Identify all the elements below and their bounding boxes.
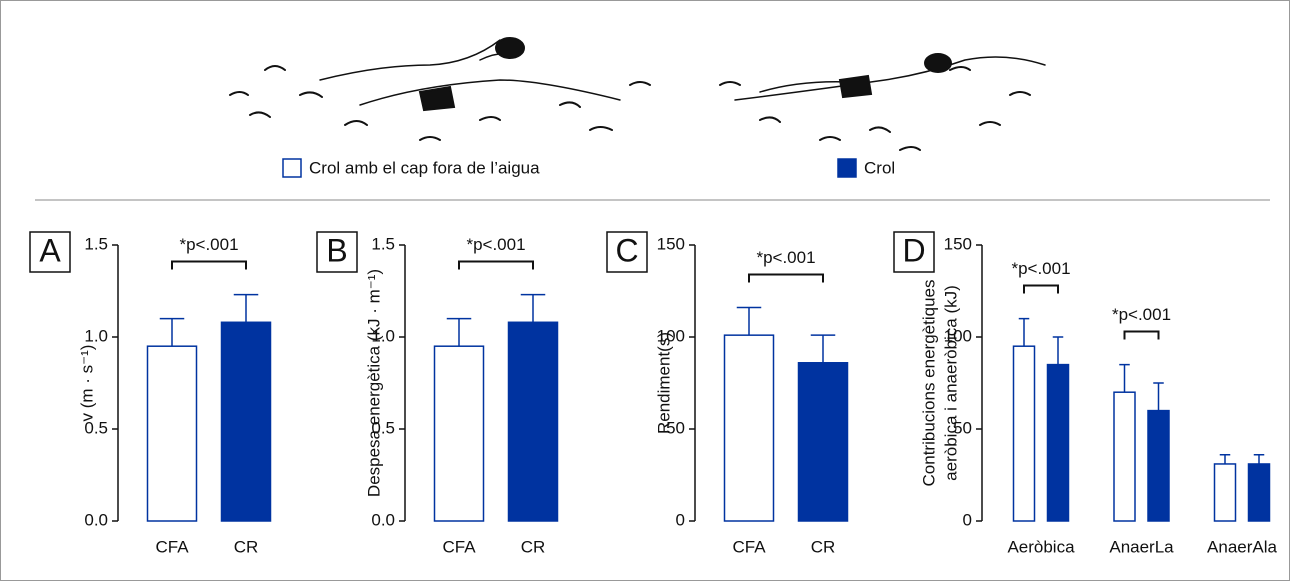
y-tick-label: 0 [963,510,972,529]
significance-label: *p<.001 [756,248,815,267]
y-tick-label: 1.5 [371,234,395,253]
x-tick-label: AnaerAla [1207,537,1277,556]
significance-label: *p<.001 [179,235,238,254]
bar [1148,411,1169,521]
error-bar [1220,455,1231,464]
y-axis-label: Despesa energètica (kJ · m⁻¹) [364,269,383,497]
x-tick-label: CR [234,537,259,556]
significance-bracket [1125,331,1159,339]
significance-bracket [172,262,246,270]
legend-swatch [838,159,856,177]
y-axis-label: aeròbica i anaeròbica (kJ) [941,285,960,481]
y-axis-label: Rendiment(s) [654,332,673,434]
significance-label: *p<.001 [466,235,525,254]
significance-label: *p<.001 [1112,305,1171,324]
bar [148,346,197,521]
bar [1048,365,1069,521]
y-tick-label: 1.0 [84,326,108,345]
x-tick-label: CFA [442,537,476,556]
y-tick-label: 1.5 [84,234,108,253]
panel-letter: A [39,232,61,268]
x-tick-label: CR [521,537,546,556]
y-tick-label: 0.0 [84,510,108,529]
error-bar [447,319,472,347]
y-tick-label: 0 [676,510,685,529]
error-bar [1019,319,1030,347]
panel-letter: B [326,232,347,268]
bar [1249,464,1270,521]
bar [799,363,848,521]
bar [509,322,558,521]
legend-swatch [283,159,301,177]
figure: Crol amb el cap fora de l’aigua Crol A 0.0… [0,0,1290,581]
x-tick-label: CFA [732,537,766,556]
error-bar [1119,365,1130,393]
y-tick-label: 0.0 [371,510,395,529]
panel-letter: D [902,232,925,268]
y-tick-label: 150 [944,234,972,253]
x-tick-label: AnaerLa [1109,537,1174,556]
bar [1215,464,1236,521]
x-tick-label: CR [811,537,836,556]
bar [435,346,484,521]
error-bar [1254,455,1265,464]
bar [1014,346,1035,521]
error-bar [811,335,836,363]
swimmer-illustrations [230,38,1045,150]
error-bar [1053,337,1064,365]
error-bar [160,319,185,347]
bar [725,335,774,521]
error-bar [737,308,762,336]
legend-label: Crol [864,158,895,177]
y-axis-label: Contribucions energètiques [919,280,938,487]
significance-bracket [1024,285,1058,293]
significance-bracket [459,262,533,270]
legend-label: Crol amb el cap fora de l’aigua [309,158,540,177]
x-tick-label: CFA [155,537,189,556]
error-bar [1153,383,1164,411]
bar [222,322,271,521]
significance-label: *p<.001 [1011,259,1070,278]
bar [1114,392,1135,521]
significance-bracket [749,274,823,282]
error-bar [234,295,259,323]
x-tick-label: Aeròbica [1007,537,1075,556]
y-axis-label: v (m · s⁻¹) [77,345,96,422]
y-tick-label: 150 [657,234,685,253]
error-bar [521,295,546,323]
panel-letter: C [615,232,638,268]
legend: Crol amb el cap fora de l’aigua Crol [283,158,895,177]
